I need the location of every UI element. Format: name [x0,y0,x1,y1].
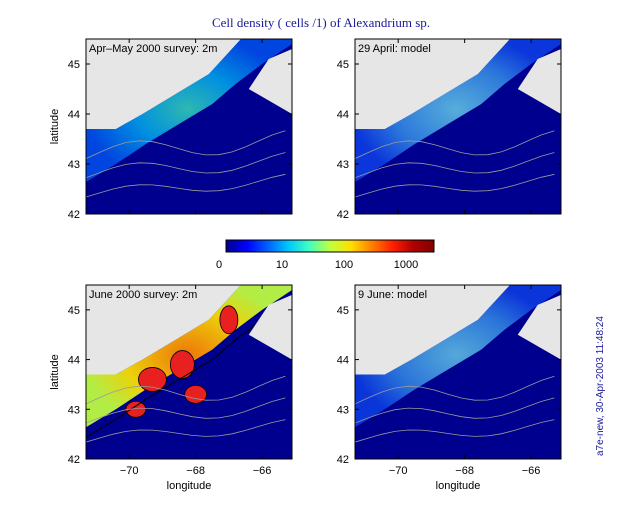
y-tick-label: 43 [337,159,349,171]
high-density-patch [184,384,208,404]
x-tick-label: −70 [120,465,139,477]
y-tick-label: 42 [68,209,80,221]
colorbar-scale [225,239,435,253]
density-field [355,285,561,428]
y-tick-label: 43 [68,159,80,171]
x-tick-label: −68 [186,465,205,477]
y-tick-label: 44 [337,355,349,367]
bathymetry-contour [355,173,555,198]
x-tick-label: −66 [253,465,272,477]
map-panel: 29 April: model 42 43 44 45 [337,38,562,221]
figure-title: Cell density ( cells /1) of Alexandrium … [212,15,430,30]
panel-label: 9 June: model [358,289,427,301]
x-tick-label: −70 [389,465,408,477]
bathymetry-contour [86,375,286,405]
colorbar: 0 10 100 1000 [216,239,435,271]
y-tick-label: 45 [68,305,80,317]
y-tick-label: 45 [337,305,349,317]
y-axis-label: latitude [49,109,61,144]
land-area [86,39,241,129]
y-tick-label: 44 [68,109,80,121]
timestamp-stamp: a7e-new, 30-Apr-2003 11:48:24 [595,316,606,456]
bathymetry-contour [86,397,286,424]
bathymetry-contour [86,419,286,443]
y-tick-label: 43 [337,404,349,416]
high-density-patch [125,400,147,418]
y-tick-label: 43 [68,404,80,416]
colorbar-tick-label: 10 [276,259,288,271]
land-area [248,49,292,114]
land-area [86,285,241,375]
panel-frame [354,38,562,215]
bathymetry-contour [86,173,286,198]
y-axis-label: latitude [49,354,61,389]
x-axis-label: longitude [436,480,481,492]
panel-frame [85,284,293,460]
bathymetry-contour [355,397,555,424]
panel-label: 29 April: model [358,43,431,55]
bathymetry-contour [355,419,555,443]
y-tick-label: 42 [68,454,80,466]
map-panel: 9 June: model 42 43 44 45 −70 −68 −66 longitude [337,284,562,492]
map-panel: June 2000 survey: 2m 42 43 44 45 −70 −68 −66 lat… [49,284,293,492]
x-tick-label: −68 [455,465,474,477]
x-axis-label: longitude [167,480,212,492]
y-tick-label: 45 [68,59,80,71]
map-panel: Apr–May 2000 survey: 2m 42 43 44 45 latitude [49,38,293,221]
colorbar-tick-label: 0 [216,259,222,271]
colorbar-tick-label: 1000 [394,259,418,271]
y-tick-label: 45 [337,59,349,71]
x-tick-label: −66 [522,465,541,477]
bathymetry-contour [355,130,555,159]
land-area [355,285,510,375]
high-density-patch [169,350,195,379]
bathymetry-contour [355,152,555,179]
density-field [355,39,561,183]
panel-label: Apr–May 2000 survey: 2m [89,43,217,55]
bathymetry-contour [355,375,555,405]
panel-label: June 2000 survey: 2m [89,289,197,301]
y-tick-label: 42 [337,454,349,466]
y-tick-label: 42 [337,209,349,221]
high-density-patch [138,367,167,392]
bathymetry-contour [86,130,286,159]
high-density-patch [219,305,239,335]
density-field [86,39,292,183]
land-area [517,294,561,360]
y-tick-label: 44 [68,355,80,367]
panel-frame [354,284,562,460]
land-area [517,49,561,114]
colorbar-tick-label: 100 [335,259,353,271]
y-tick-label: 44 [337,109,349,121]
bathymetry-contour [86,152,286,179]
panel-frame [85,38,293,215]
map-panels: Apr–May 2000 survey: 2m 42 43 44 45 latitude 2… [49,38,562,492]
land-area [355,39,510,129]
land-area [248,294,292,360]
